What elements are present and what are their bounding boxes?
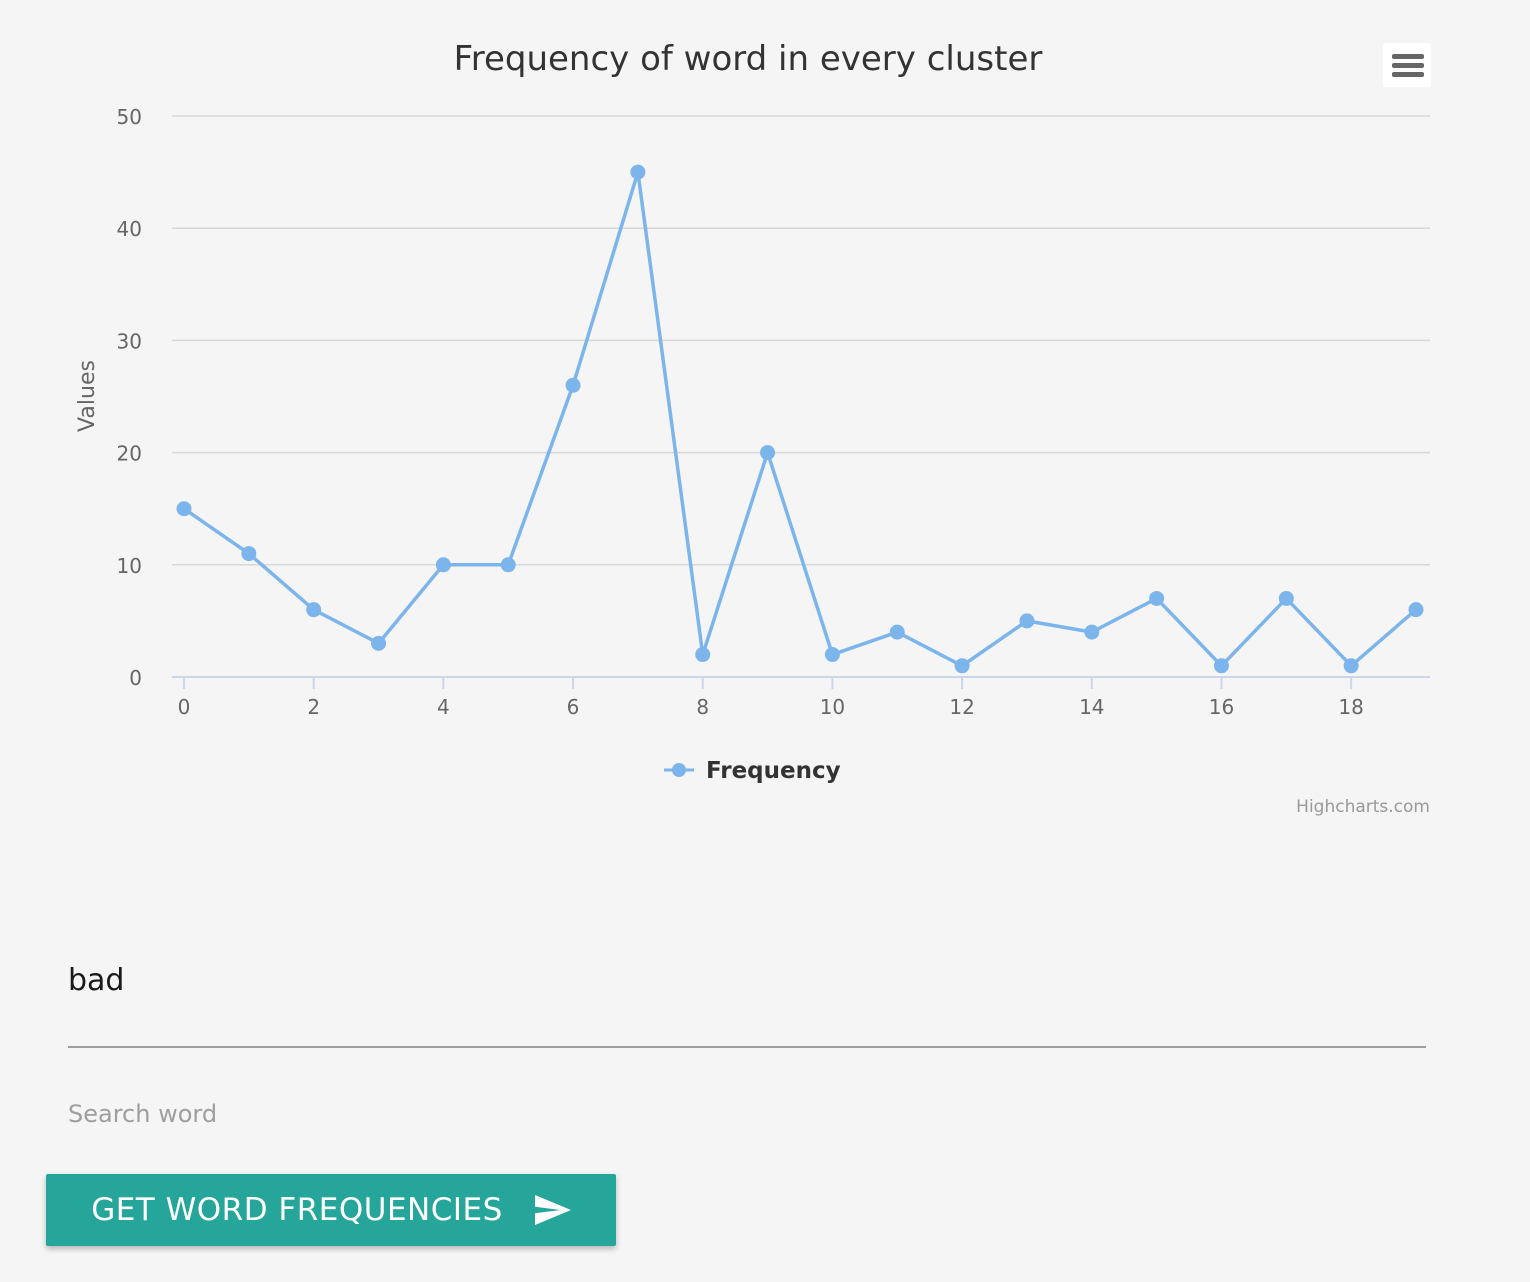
data-point[interactable] xyxy=(176,501,192,517)
series-line[interactable] xyxy=(183,170,1418,668)
data-point[interactable] xyxy=(824,647,840,663)
legend[interactable]: Frequency xyxy=(664,758,841,784)
chart-title: Frequency of word in every cluster xyxy=(454,39,1043,79)
data-point[interactable] xyxy=(1278,590,1294,606)
data-point[interactable] xyxy=(695,647,711,663)
data-point[interactable] xyxy=(630,164,646,180)
y-tick-label: 30 xyxy=(117,329,142,353)
chart-container: Frequency of word in every cluster 0 10 20… xyxy=(75,39,1431,817)
data-point[interactable] xyxy=(241,546,257,562)
x-tick-label: 0 xyxy=(178,695,191,719)
send-icon xyxy=(534,1195,571,1225)
legend-item-frequency[interactable]: Frequency xyxy=(706,758,841,784)
x-tick-label: 6 xyxy=(567,695,580,719)
data-point[interactable] xyxy=(306,602,322,618)
data-point[interactable] xyxy=(889,624,905,640)
data-point[interactable] xyxy=(760,445,776,461)
data-point[interactable] xyxy=(954,658,970,674)
x-tick-label: 16 xyxy=(1209,695,1234,719)
x-tick-label: 14 xyxy=(1079,695,1104,719)
data-point[interactable] xyxy=(1084,624,1100,640)
chart-context-menu-button[interactable] xyxy=(1383,43,1431,87)
hamburger-menu-icon xyxy=(1392,54,1424,59)
get-word-frequencies-button[interactable]: GET WORD FREQUENCIES xyxy=(46,1174,616,1246)
series-frequency[interactable] xyxy=(176,164,1424,674)
data-point[interactable] xyxy=(500,557,516,573)
submit-button-label: GET WORD FREQUENCIES xyxy=(91,1192,503,1228)
x-tick-label: 8 xyxy=(696,695,709,719)
y-axis-title: Values xyxy=(75,360,100,432)
data-point[interactable] xyxy=(1343,658,1359,674)
y-axis-ticks: 0 10 20 30 40 50 xyxy=(117,105,142,690)
y-tick-label: 40 xyxy=(117,217,142,241)
data-point[interactable] xyxy=(1213,658,1229,674)
x-axis-ticks: 0 2 4 6 8 10 12 14 16 18 xyxy=(178,677,1364,719)
data-point[interactable] xyxy=(1019,613,1035,629)
y-tick-label: 10 xyxy=(117,554,142,578)
gridlines xyxy=(172,115,1430,566)
hamburger-menu-icon xyxy=(1392,63,1424,68)
x-tick-label: 10 xyxy=(820,695,845,719)
hamburger-menu-icon xyxy=(1392,72,1424,77)
y-tick-label: 0 xyxy=(129,666,142,690)
search-word-label: Search word xyxy=(68,1100,218,1128)
credits-link[interactable]: Highcharts.com xyxy=(1296,797,1430,817)
x-tick-label: 4 xyxy=(437,695,450,719)
y-tick-label: 50 xyxy=(117,105,142,129)
x-tick-label: 18 xyxy=(1338,695,1363,719)
data-point[interactable] xyxy=(565,377,581,393)
data-point[interactable] xyxy=(1408,602,1424,618)
x-tick-label: 12 xyxy=(949,695,974,719)
data-point[interactable] xyxy=(371,635,387,651)
data-point[interactable] xyxy=(1149,590,1165,606)
data-point[interactable] xyxy=(435,557,451,573)
search-word-input[interactable] xyxy=(68,900,1426,1048)
x-tick-label: 2 xyxy=(307,695,320,719)
y-tick-label: 20 xyxy=(117,442,142,466)
legend-marker-symbol xyxy=(672,763,686,777)
line-chart: Frequency of word in every cluster 01020… xyxy=(75,39,1430,817)
